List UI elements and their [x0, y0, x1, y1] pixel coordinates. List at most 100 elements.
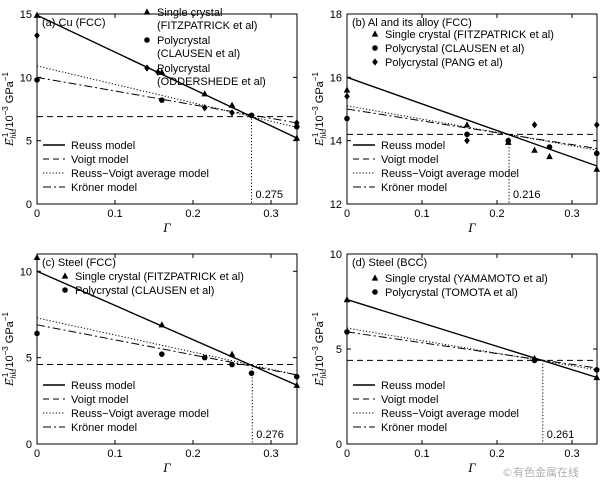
x-tick-label: 0 — [34, 208, 40, 220]
data-point-diamond — [344, 93, 350, 100]
x-tick-label: 0.2 — [185, 448, 200, 460]
model-legend-label: Reuss model — [381, 140, 445, 152]
legend-entry-text: (ODDERSHEDE et al) — [157, 76, 266, 88]
chart-panel-2: 0 0.1 0.2 0.312141618ΓEhkl−1/10−3 GPa−10.21… — [311, 9, 600, 235]
x-tick-label: 0.2 — [489, 208, 504, 220]
model-legend-label: Kröner model — [381, 422, 447, 434]
data-point-circle — [464, 132, 470, 138]
y-axis-label: Ehkl−1/10−3 GPa−1 — [1, 72, 18, 147]
data-point-circle — [34, 331, 40, 337]
legend-entry-text: (FITZPATRICK et al) — [157, 20, 257, 32]
data-point-circle — [505, 138, 511, 144]
legend-entry-text: Single crystal (FITZPATRICK et al) — [75, 271, 244, 283]
legend-entry-text: Polycrystal (CLAUSEN et al) — [75, 285, 214, 297]
y-tick-label: 18 — [330, 9, 342, 21]
legend-marker-triangle — [372, 30, 379, 36]
model-legend-label: Reuss model — [71, 380, 135, 392]
watermark-text: ©有色金属在线 — [502, 465, 579, 479]
legend-entry-text: (CLAUSEN et al) — [157, 48, 240, 60]
legend-marker-diamond — [144, 64, 150, 71]
panel-title: (a) Cu (FCC) — [42, 17, 106, 29]
model-legend-label: Reuss−Voigt average model — [71, 168, 209, 180]
model-legend-label: Kröner model — [71, 182, 137, 194]
y-tick-label: 5 — [26, 136, 32, 148]
legend-marker-circle — [372, 289, 378, 295]
y-tick-label: 5 — [336, 344, 342, 356]
series-line-solid — [347, 300, 597, 378]
x-tick-label: 0 — [344, 448, 350, 460]
x-tick-label: 0.2 — [185, 208, 200, 220]
x-tick-label: 0.2 — [489, 448, 504, 460]
data-point-triangle — [546, 153, 553, 159]
panels-group: 0 0.1 0.2 0.3 0 5 10 15 Γ Ehkl−1/10−3 GPa−1 0.275 (… — [1, 7, 600, 475]
panel-title: (d) Steel (BCC) — [352, 257, 427, 269]
y-tick-label: 14 — [330, 136, 342, 148]
model-legend-label: Reuss−Voigt average model — [71, 408, 209, 420]
data-point-diamond — [594, 121, 600, 128]
crossing-value-label: 0.261 — [547, 429, 575, 441]
crossing-value-label: 0.276 — [256, 429, 284, 441]
model-legend-label: Reuss−Voigt average model — [381, 408, 519, 420]
data-point-circle — [249, 113, 255, 119]
data-point-circle — [594, 367, 600, 373]
chart-panel-3: 0 0.1 0.2 0.30510ΓEhkl−1/10−3 GPa−10.276(c)… — [1, 254, 300, 475]
x-tick-label: 0.1 — [414, 208, 429, 220]
y-tick-label: 12 — [330, 199, 342, 211]
data-point-circle — [344, 116, 350, 122]
data-point-triangle — [464, 121, 471, 127]
data-point-circle — [159, 97, 165, 103]
data-point-diamond — [34, 32, 40, 39]
model-legend-label: Kröner model — [71, 422, 137, 434]
series-line-dotted — [347, 328, 597, 370]
model-legend-label: Reuss model — [71, 140, 135, 152]
data-point-circle — [34, 77, 40, 83]
y-tick-label: 0 — [26, 439, 32, 451]
model-legend-label: Reuss model — [381, 380, 445, 392]
data-point-circle — [344, 329, 350, 335]
panel-title: (b) Al and its alloy (FCC) — [352, 17, 472, 29]
chart-panel-4: 0 0.1 0.2 0.30510ΓEhkl−1/10−3 GPa−10.261(d)… — [311, 249, 600, 475]
data-point-diamond — [464, 137, 470, 144]
data-point-circle — [294, 374, 300, 380]
figure-canvas: 0 0.1 0.2 0.3051015ΓEhkl−1/10−3 GPa−10.275(… — [0, 0, 600, 483]
legend-entry-text: Polycrystal (CLAUSEN et al) — [385, 43, 524, 55]
data-point-triangle — [531, 147, 538, 153]
data-point-diamond — [229, 109, 235, 116]
x-tick-label: 0.1 — [107, 448, 122, 460]
crossing-value-label: 0.216 — [513, 189, 541, 201]
data-point-triangle — [344, 296, 351, 302]
y-tick-label: 0 — [26, 199, 32, 211]
model-legend-label: Voigt model — [71, 154, 128, 166]
y-axis-label: Ehkl−1/10−3 GPa−1 — [1, 312, 18, 387]
y-axis-label: Ehkl−1/10−3 GPa−1 — [311, 72, 328, 147]
data-point-circle — [229, 362, 235, 368]
data-point-circle — [159, 351, 165, 357]
legend-marker-circle — [372, 45, 378, 51]
data-point-triangle — [229, 102, 236, 108]
series-line-dashdot — [347, 332, 597, 368]
data-point-triangle — [229, 351, 236, 357]
y-tick-label: 10 — [20, 266, 32, 278]
model-legend-label: Reuss−Voigt average model — [381, 168, 519, 180]
series-line-solid — [347, 77, 597, 166]
model-legend-label: Voigt model — [381, 394, 438, 406]
legend-entry-text: Polycrystal — [157, 63, 210, 75]
legend-entry-text: Polycrystal — [157, 35, 210, 47]
x-tick-label: 0.1 — [107, 208, 122, 220]
y-tick-label: 5 — [26, 353, 32, 365]
x-axis-label: Γ — [467, 460, 476, 475]
x-tick-label: 0 — [344, 208, 350, 220]
data-point-triangle — [593, 166, 600, 172]
x-tick-label: 0 — [34, 448, 40, 460]
data-point-circle — [249, 370, 255, 376]
data-point-diamond — [532, 121, 538, 128]
x-axis-label: Γ — [467, 220, 476, 235]
data-point-circle — [594, 151, 600, 157]
data-point-triangle — [34, 254, 41, 260]
y-tick-label: 16 — [330, 72, 342, 84]
legend-entry-text: Single crystal (FITZPATRICK et al) — [385, 29, 554, 41]
legend-marker-diamond — [372, 58, 378, 65]
y-tick-label: 0 — [336, 439, 342, 451]
model-legend-label: Voigt model — [71, 394, 128, 406]
model-legend-label: Kröner model — [381, 182, 447, 194]
